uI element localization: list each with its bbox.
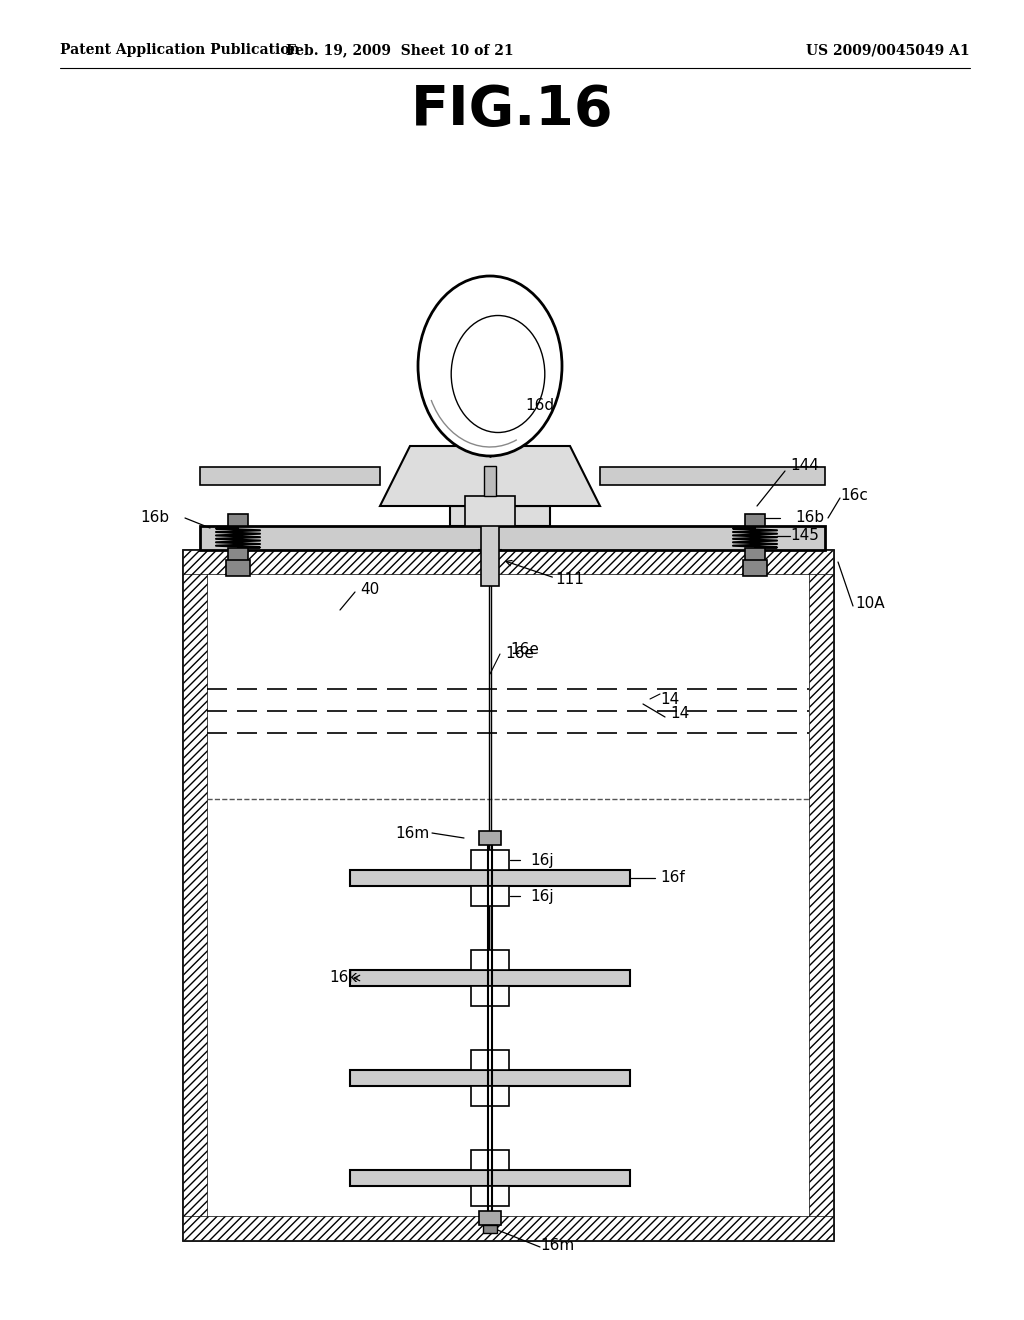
- Text: 16j: 16j: [530, 853, 554, 867]
- Bar: [183, 1216, 833, 1239]
- Text: 145: 145: [790, 528, 819, 543]
- Bar: [745, 548, 765, 562]
- Bar: [350, 1170, 630, 1185]
- Text: 144: 144: [790, 458, 819, 474]
- Bar: [471, 1086, 509, 1106]
- Text: FIG.16: FIG.16: [411, 83, 613, 137]
- Bar: [600, 467, 825, 484]
- Bar: [183, 550, 833, 1239]
- Bar: [471, 1049, 509, 1071]
- Text: 16k: 16k: [330, 970, 358, 986]
- Bar: [471, 950, 509, 970]
- Text: 16e: 16e: [505, 647, 534, 661]
- Text: 14: 14: [660, 692, 679, 706]
- Bar: [200, 467, 380, 484]
- Bar: [228, 548, 248, 562]
- Text: 16m: 16m: [395, 825, 430, 841]
- Bar: [483, 1225, 497, 1233]
- Bar: [183, 550, 833, 574]
- Bar: [481, 502, 499, 586]
- Bar: [745, 513, 765, 525]
- Bar: [471, 1185, 509, 1206]
- Bar: [465, 496, 515, 525]
- Text: 16m: 16m: [540, 1238, 574, 1253]
- Bar: [350, 970, 630, 986]
- Bar: [471, 886, 509, 906]
- Bar: [200, 525, 825, 550]
- Text: US 2009/0045049 A1: US 2009/0045049 A1: [806, 44, 970, 57]
- Text: 16b: 16b: [795, 511, 824, 525]
- Text: 40: 40: [360, 582, 379, 598]
- Text: 10A: 10A: [855, 597, 885, 611]
- Text: Feb. 19, 2009  Sheet 10 of 21: Feb. 19, 2009 Sheet 10 of 21: [286, 44, 514, 57]
- Bar: [350, 870, 630, 886]
- Bar: [809, 550, 833, 1239]
- Bar: [484, 466, 496, 496]
- Text: 16d: 16d: [525, 399, 554, 413]
- Bar: [183, 550, 207, 1239]
- Bar: [350, 1071, 630, 1086]
- Bar: [479, 1210, 501, 1225]
- Text: 111: 111: [555, 573, 584, 587]
- Bar: [479, 832, 501, 845]
- Text: Patent Application Publication: Patent Application Publication: [60, 44, 300, 57]
- Bar: [471, 986, 509, 1006]
- Text: 16b: 16b: [140, 511, 169, 525]
- Text: 16c: 16c: [840, 488, 868, 503]
- Bar: [471, 850, 509, 870]
- Ellipse shape: [418, 276, 562, 455]
- Polygon shape: [380, 446, 600, 506]
- Bar: [226, 560, 250, 576]
- Bar: [450, 506, 550, 525]
- Bar: [207, 574, 809, 1216]
- Text: 16f: 16f: [660, 870, 685, 886]
- Bar: [743, 560, 767, 576]
- Text: 16e: 16e: [510, 642, 539, 656]
- Text: 14: 14: [670, 706, 689, 722]
- Bar: [471, 1150, 509, 1170]
- Bar: [228, 513, 248, 525]
- Text: 16j: 16j: [530, 888, 554, 903]
